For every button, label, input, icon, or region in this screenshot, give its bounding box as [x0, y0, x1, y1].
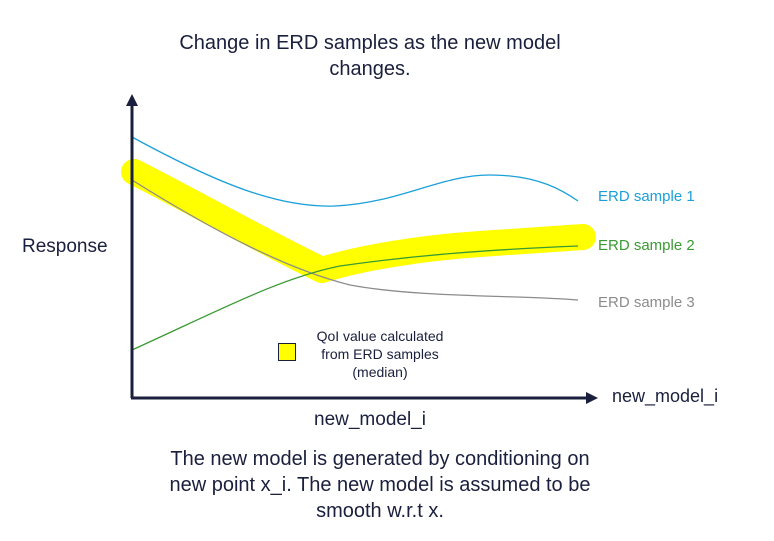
diagram-title: Change in ERD samples as the new model c…: [179, 32, 561, 80]
erd-sample-2-line: [131, 245, 579, 351]
erd-sample-1-label: ERD sample 1: [598, 188, 695, 205]
erd-sample-3-label: ERD sample 3: [598, 294, 695, 311]
x-axis-label-arrow: new_model_i: [612, 386, 719, 406]
erd-sample-1-line: [131, 136, 579, 207]
erd-sample-2-label: ERD sample 2: [598, 237, 695, 254]
legend-text: QoI value calculated from ERD samples (m…: [316, 328, 444, 380]
erd-sample-3-line: [131, 179, 579, 301]
x-axis-label-bottom: new_model_i: [314, 409, 426, 430]
diagram-caption: The new model is generated by conditioni…: [169, 448, 591, 522]
y-axis-arrowhead: [126, 94, 138, 106]
x-axis-arrowhead: [586, 392, 598, 404]
legend-swatch: [278, 343, 296, 361]
y-axis-label: Response: [22, 236, 108, 257]
median-highlight-band: [121, 159, 596, 283]
